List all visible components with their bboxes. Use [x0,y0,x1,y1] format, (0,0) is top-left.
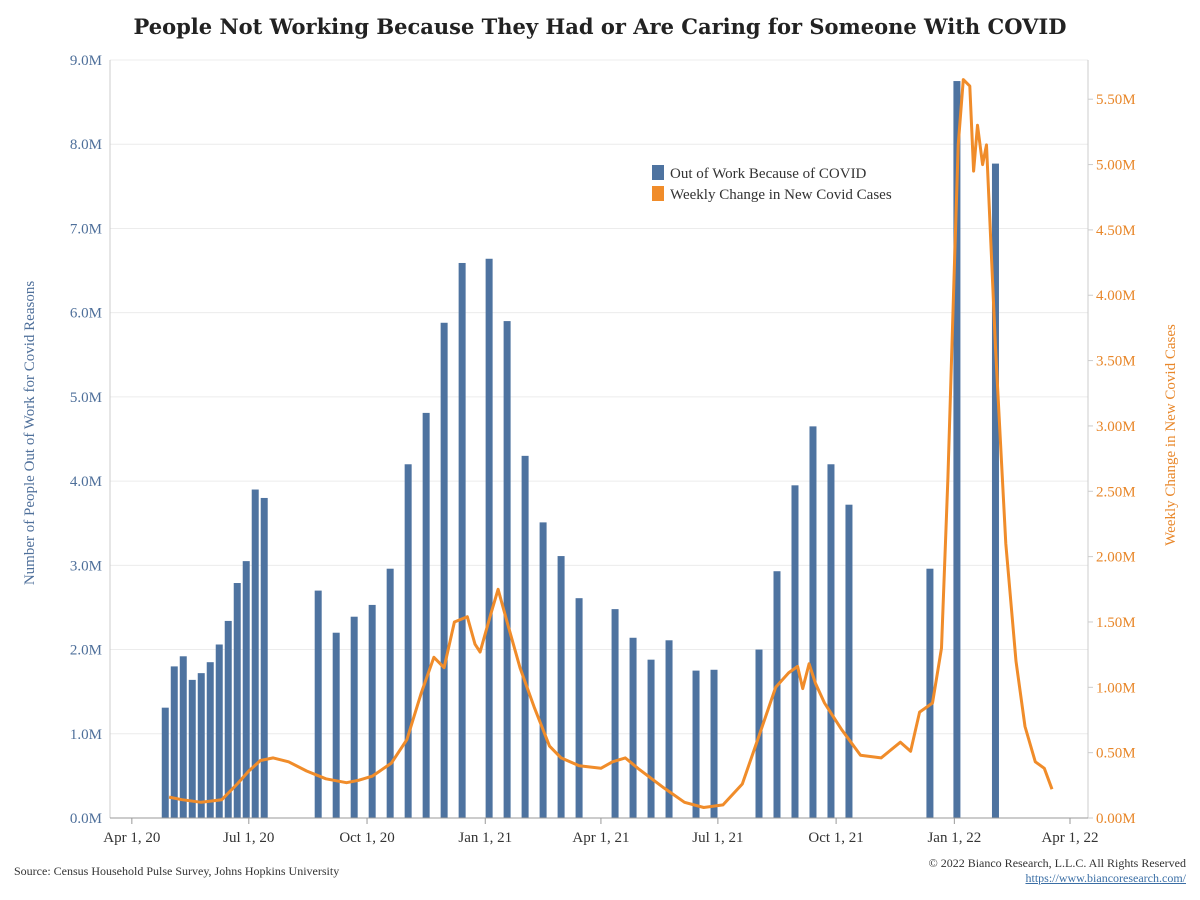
bar [521,455,529,818]
legend-swatch [652,186,664,201]
copyright-block: © 2022 Bianco Research, L.L.C. All Right… [929,856,1186,886]
chart-title: People Not Working Because They Had or A… [133,14,1067,39]
bar [665,640,673,818]
y2-tick-label: 1.00M [1096,680,1136,696]
bar [206,662,214,818]
bar [773,571,781,818]
bar [224,620,232,818]
bar-series [161,81,999,819]
bar [926,568,934,818]
bar [440,322,448,818]
bar [170,666,178,818]
x-tick-label: Jul 1, 20 [223,830,274,846]
y-tick-label: 1.0M [70,727,102,743]
y2-tick-label: 2.50M [1096,484,1136,500]
bar [692,670,700,818]
y-tick-label: 2.0M [70,643,102,659]
bar [404,464,412,818]
bar [845,504,853,818]
y2-tick-label: 2.00M [1096,550,1136,566]
x-tick-label: Apr 1, 21 [572,830,629,846]
bar [314,590,322,818]
bar [251,489,259,818]
bar [827,464,835,818]
bar [629,637,637,818]
x-tick-label: Jan 1, 21 [458,830,512,846]
y-tick-label: 4.0M [70,474,102,490]
y-tick-label: 7.0M [70,221,102,237]
bar [485,258,493,819]
bar [422,412,430,818]
legend-label: Weekly Change in New Covid Cases [670,187,892,203]
y2-tick-label: 3.00M [1096,419,1136,435]
y-tick-label: 5.0M [70,390,102,406]
chart: 0.0M 1.0M 2.0M 3.0M 4.0M 5.0M 6.0M 7.0M 8.0M 9.0M… [22,53,1179,846]
bar [161,707,169,818]
bar [953,81,961,819]
y2-tick-label: 0.00M [1096,811,1136,827]
y2-axis-title: Weekly Change in New Covid Cases [1163,324,1179,546]
bar [350,616,358,818]
x-tick-label: Jul 1, 21 [692,830,743,846]
bar [458,262,466,818]
x-tick-label: Jan 1, 22 [927,830,981,846]
y-tick-label: 0.0M [70,811,102,827]
bar [386,568,394,818]
y2-tick-label: 4.00M [1096,288,1136,304]
bar [503,321,511,818]
bar [611,609,619,818]
bar [179,656,187,818]
bar [991,163,999,819]
bar [215,644,223,818]
bar [791,485,799,818]
bar [575,598,583,818]
bar [710,669,718,818]
legend-swatch [652,165,664,180]
y-tick-label: 8.0M [70,137,102,153]
y2-tick-label: 3.50M [1096,354,1136,370]
y2-tick-label: 4.50M [1096,223,1136,239]
y-tick-label: 3.0M [70,558,102,574]
source-note: Source: Census Household Pulse Survey, J… [14,864,340,878]
x-tick-label: Apr 1, 22 [1041,830,1098,846]
legend: Out of Work Because of COVID Weekly Chang… [652,165,892,203]
y-tick-label: 9.0M [70,53,102,69]
bar [539,522,547,818]
website-link[interactable]: https://www.biancoresearch.com/ [1025,871,1186,885]
bar [557,556,565,818]
copyright-text: © 2022 Bianco Research, L.L.C. All Right… [928,856,1186,870]
bar [809,426,817,818]
axes: 0.0M 1.0M 2.0M 3.0M 4.0M 5.0M 6.0M 7.0M 8.0M 9.0M… [22,53,1179,846]
y2-tick-label: 0.50M [1096,746,1136,762]
y-tick-label: 6.0M [70,306,102,322]
bar [260,497,268,818]
bar [647,659,655,818]
x-tick-label: Apr 1, 20 [103,830,160,846]
x-tick-label: Oct 1, 21 [808,830,863,846]
bar [332,632,340,818]
bar [368,604,376,818]
y-axis-title: Number of People Out of Work for Covid R… [22,281,38,585]
bar [242,561,250,818]
x-tick-label: Oct 1, 20 [339,830,394,846]
y2-tick-label: 5.50M [1096,92,1136,108]
bar [233,583,241,818]
bar [197,673,205,818]
line-series-path [168,78,1054,809]
y2-tick-label: 1.50M [1096,615,1136,631]
grid-lines [110,59,1088,819]
bar [188,679,196,818]
legend-label: Out of Work Because of COVID [670,166,867,182]
y2-tick-label: 5.00M [1096,158,1136,174]
